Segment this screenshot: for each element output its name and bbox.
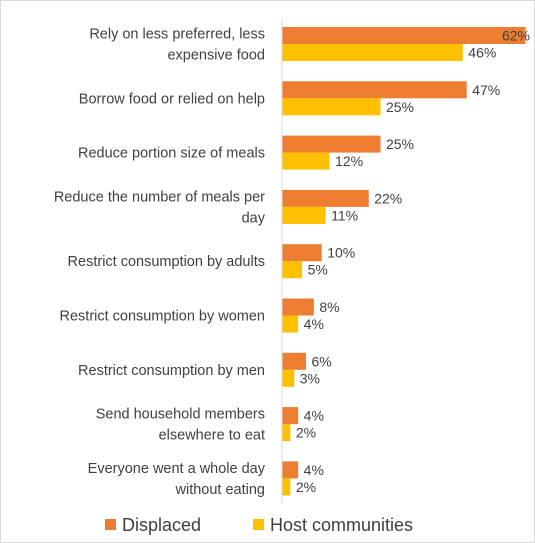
- category-label: Restrict consumption by adults: [68, 254, 265, 270]
- host-communities-value-label: 2%: [296, 479, 316, 495]
- host-communities-bar: [282, 98, 381, 116]
- host-communities-value-label: 46%: [468, 45, 496, 61]
- host-communities-value-label: 2%: [296, 425, 316, 441]
- displaced-value-label: 10%: [327, 245, 355, 261]
- category-label-line: Send household members: [96, 407, 265, 423]
- category-label-line: day: [242, 210, 266, 226]
- displaced-value-label: 8%: [319, 299, 339, 315]
- category-label: Reduce portion size of meals: [78, 146, 265, 162]
- displaced-bar: [282, 407, 299, 425]
- category-label: Restrict consumption by men: [78, 363, 265, 379]
- host-communities-bar: [282, 261, 303, 279]
- host-communities-value-label: 11%: [331, 207, 358, 223]
- category-label-line: elsewhere to eat: [159, 428, 265, 444]
- category-label: Everyone went a whole day without eating: [88, 461, 266, 498]
- legend-label-host-communities: Host communities: [270, 515, 413, 535]
- host-communities-bar: [282, 44, 463, 61]
- displaced-value-label: 47%: [472, 82, 500, 98]
- host-communities-value-label: 12%: [335, 153, 363, 169]
- category-label-line: Restrict consumption by adults: [68, 254, 265, 270]
- displaced-bar: [282, 461, 299, 479]
- legend-swatch-displaced: [105, 519, 116, 530]
- category-label: Restrict consumption by women: [60, 309, 266, 325]
- legend-swatch-host-communities: [253, 519, 264, 530]
- category-label-line: expensive food: [167, 48, 265, 64]
- host-communities-bar: [282, 369, 295, 387]
- category-label-line: Reduce the number of meals per: [54, 189, 265, 205]
- host-communities-bar: [282, 424, 291, 442]
- displaced-bar: [282, 298, 314, 316]
- displaced-value-label: 6%: [312, 353, 332, 369]
- displaced-bar: [282, 352, 307, 370]
- displaced-bar: [282, 27, 526, 44]
- category-label-line: Restrict consumption by women: [60, 309, 266, 325]
- displaced-bar: [282, 81, 467, 99]
- host-communities-bar: [282, 478, 291, 496]
- category-label-line: without eating: [175, 482, 265, 498]
- displaced-value-label: 22%: [374, 190, 402, 206]
- category-label: Rely on less preferred, less expensive fo…: [89, 27, 265, 64]
- legend-label-displaced: Displaced: [122, 515, 201, 535]
- displaced-value-label: 4%: [304, 462, 324, 478]
- category-label: Reduce the number of meals per day: [54, 189, 266, 226]
- category-label-line: Restrict consumption by men: [78, 363, 265, 379]
- category-label-line: Rely on less preferred, less: [89, 27, 265, 43]
- displaced-value-label: 4%: [304, 408, 324, 424]
- host-communities-bar: [282, 152, 330, 170]
- category-label-line: Borrow food or relied on help: [79, 91, 265, 107]
- displaced-bar: [282, 244, 322, 262]
- host-communities-value-label: 4%: [304, 316, 324, 332]
- category-label: Borrow food or relied on help: [79, 91, 265, 107]
- category-label-line: Reduce portion size of meals: [78, 146, 265, 162]
- host-communities-bar: [282, 206, 326, 224]
- host-communities-value-label: 25%: [386, 99, 414, 115]
- displaced-value-label: 25%: [386, 136, 414, 152]
- category-label: Send household members elsewhere to eat: [96, 407, 265, 444]
- category-label-line: Everyone went a whole day: [88, 461, 266, 477]
- host-communities-value-label: 3%: [300, 370, 320, 386]
- host-communities-bar: [282, 315, 299, 333]
- displaced-value-label: 62%: [502, 28, 530, 44]
- displaced-bar: [282, 135, 381, 153]
- displaced-bar: [282, 189, 369, 207]
- host-communities-value-label: 5%: [308, 262, 328, 278]
